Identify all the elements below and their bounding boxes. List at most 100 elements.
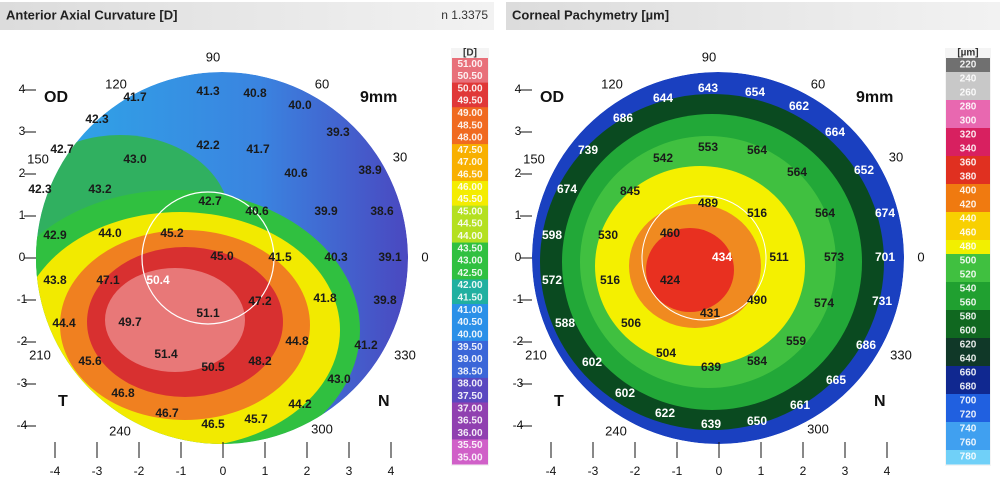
angle-label: 240 — [109, 423, 131, 438]
scale-label: 760 — [960, 438, 977, 449]
map-value: 506 — [621, 316, 641, 330]
scale-swatch — [452, 451, 488, 465]
scale-label: 280 — [960, 102, 977, 113]
x-tick-label: -2 — [630, 464, 641, 478]
angle-label: 60 — [811, 76, 825, 91]
scale-swatch — [946, 72, 990, 87]
scale-swatch — [452, 181, 488, 194]
x-tick-label: -2 — [134, 464, 145, 478]
scale-label: 220 — [960, 60, 977, 71]
map-value: 674 — [875, 206, 895, 220]
scale-label: 440 — [960, 214, 977, 225]
scale-label: 43.50 — [457, 243, 482, 254]
scale-swatch — [946, 422, 990, 437]
scale-swatch — [452, 316, 488, 330]
map-value: 45.2 — [160, 226, 184, 240]
angle-label: 90 — [702, 49, 716, 64]
angle-label: 210 — [29, 347, 51, 362]
nasal-label: N — [378, 393, 390, 410]
y-tick-label: -4 — [17, 418, 28, 432]
scale-label: 640 — [960, 354, 977, 365]
map-value: 43.2 — [88, 182, 112, 196]
scale-label: 51.00 — [457, 59, 482, 70]
map-value: 424 — [660, 273, 680, 287]
x-tick-label: 4 — [884, 464, 891, 478]
y-tick-label: -2 — [17, 334, 28, 348]
angle-label: 30 — [393, 149, 407, 164]
map-value: 42.9 — [43, 228, 67, 242]
scale-swatch — [452, 144, 488, 157]
map-value: 686 — [613, 111, 633, 125]
scale-label: 420 — [960, 200, 977, 211]
scale-swatch — [452, 414, 488, 428]
x-tick-label: 2 — [304, 464, 311, 478]
scale-label: 47.50 — [457, 145, 482, 156]
map-value: 504 — [656, 346, 676, 360]
scale-label: 40.00 — [457, 329, 482, 340]
map-value: 530 — [598, 228, 618, 242]
scale-swatch — [946, 380, 990, 395]
scale-swatch — [946, 114, 990, 129]
map-value: 40.8 — [243, 86, 267, 100]
x-tick-label: -1 — [672, 464, 683, 478]
map-value: 39.1 — [378, 250, 402, 264]
refractive-index: n 1.3375 — [441, 8, 488, 22]
map-value: 44.2 — [288, 397, 312, 411]
map-value: 564 — [815, 206, 835, 220]
map-value: 731 — [872, 294, 892, 308]
y-tick-label: 0 — [19, 250, 26, 264]
map-value: 542 — [653, 151, 673, 165]
pupil-ring — [641, 195, 767, 321]
scale-label: 340 — [960, 144, 977, 155]
panel-title: Anterior Axial Curvature [D] — [6, 7, 177, 22]
scale-swatch — [452, 328, 488, 342]
scale-label: 720 — [960, 410, 977, 421]
scale-swatch — [946, 394, 990, 409]
scale-swatch — [946, 310, 990, 325]
scale-swatch — [452, 254, 488, 268]
scale-label: 41.00 — [457, 305, 482, 316]
scale-label: 47.00 — [457, 157, 482, 168]
x-tick-label: -4 — [50, 464, 61, 478]
map-value: 40.6 — [245, 204, 269, 218]
scale-swatch — [946, 100, 990, 115]
x-tick-label: 0 — [220, 464, 227, 478]
map-value: 41.7 — [123, 90, 147, 104]
map-value: 602 — [582, 355, 602, 369]
y-tick-label: 2 — [515, 166, 522, 180]
scale-swatch — [452, 390, 488, 403]
scale-label: 39.50 — [457, 342, 482, 353]
x-tick-label: 3 — [842, 464, 849, 478]
scale-swatch — [946, 58, 990, 73]
scale-swatch — [946, 212, 990, 227]
header-bar — [0, 2, 494, 30]
scale-label: 42.50 — [457, 268, 482, 279]
scale-swatch — [452, 365, 488, 379]
scale-swatch — [452, 353, 488, 367]
scale-label: 560 — [960, 298, 977, 309]
scale-label: 37.00 — [457, 403, 482, 414]
map-value: 42.7 — [50, 142, 74, 156]
scale-label: 45.50 — [457, 194, 482, 205]
scale-label: 36.00 — [457, 428, 482, 439]
scale-swatch — [452, 217, 488, 231]
scale-label: 49.50 — [457, 96, 482, 107]
scale-label: 520 — [960, 270, 977, 281]
map-value: 564 — [747, 143, 767, 157]
map-value: 665 — [826, 373, 846, 387]
scale-label: 40.50 — [457, 317, 482, 328]
angle-label: 150 — [27, 151, 49, 166]
map-value: 40.3 — [324, 250, 348, 264]
map-value: 584 — [747, 354, 767, 368]
scale-swatch — [452, 291, 488, 305]
scale-swatch — [452, 107, 488, 121]
scale-swatch — [946, 352, 990, 367]
y-tick-label: 3 — [515, 124, 522, 138]
y-tick-label: 1 — [515, 208, 522, 222]
scale-swatch — [946, 324, 990, 339]
y-tick-label: 2 — [19, 166, 26, 180]
angle-label: 210 — [525, 347, 547, 362]
map-value: 39.3 — [326, 125, 350, 139]
scale-swatch — [452, 242, 488, 256]
map-value: 490 — [747, 293, 767, 307]
